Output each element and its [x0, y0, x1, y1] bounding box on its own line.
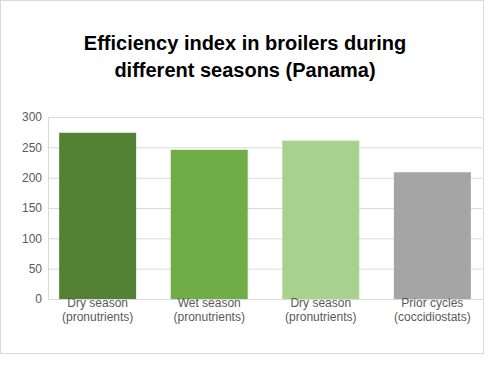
- y-axis-line: [48, 118, 49, 300]
- y-tick: 250: [22, 141, 48, 155]
- x-tick: Dry season(pronutrients): [285, 296, 356, 324]
- title: Efficiency index in broilers during diffe…: [84, 32, 406, 81]
- bar: [59, 133, 136, 299]
- bar: [394, 172, 471, 299]
- y-tick: 300: [22, 110, 48, 124]
- text-line: (pronutrients): [174, 310, 245, 324]
- y-tick-label: 150: [22, 201, 42, 215]
- y-tick: 0: [35, 292, 48, 306]
- text-line: (coccidiostats): [394, 310, 471, 324]
- x-axis: Dry season(pronutrients)Wet season(pronu…: [49, 296, 483, 324]
- bar: [282, 141, 359, 299]
- y-axis: 0 50 100 150 200 250 300: [22, 110, 49, 306]
- grid: [48, 118, 482, 300]
- y-tick: 100: [22, 232, 48, 246]
- y-tick-label: 250: [22, 141, 42, 155]
- y-tick-label: 200: [22, 171, 42, 185]
- text-line: (pronutrients): [285, 310, 356, 324]
- x-tick-label: Dry season(pronutrients): [62, 296, 133, 324]
- chart-border: [1, 1, 484, 354]
- y-tick-label: 100: [22, 232, 42, 246]
- text-line: different seasons (Panama): [114, 59, 375, 81]
- y-tick: 50: [29, 262, 48, 276]
- x-tick: Wet season(pronutrients): [174, 296, 245, 324]
- y-tick: 150: [22, 201, 48, 215]
- y-tick: 200: [22, 171, 48, 185]
- chart: Efficiency index in broilers during diffe…: [0, 0, 495, 366]
- text-line: (pronutrients): [62, 310, 133, 324]
- text-line: Efficiency index in broilers during: [84, 32, 406, 54]
- bar: [171, 150, 248, 299]
- x-tick-label: Prior cycles(coccidiostats): [394, 296, 471, 324]
- grid-line: [48, 117, 482, 118]
- x-tick-label: Wet season(pronutrients): [174, 296, 245, 324]
- x-tick-label: Dry season(pronutrients): [285, 296, 356, 324]
- x-tick: Prior cycles(coccidiostats): [394, 296, 471, 324]
- x-tick: Dry season(pronutrients): [62, 296, 133, 324]
- y-tick-label: 50: [29, 262, 43, 276]
- y-tick-label: 0: [35, 292, 42, 306]
- text-line: Wet season: [178, 296, 241, 310]
- bars: [59, 133, 471, 299]
- text-line: Dry season: [67, 296, 128, 310]
- text-line: Dry season: [290, 296, 351, 310]
- text-line: Prior cycles: [401, 296, 463, 310]
- y-tick-label: 300: [22, 110, 42, 124]
